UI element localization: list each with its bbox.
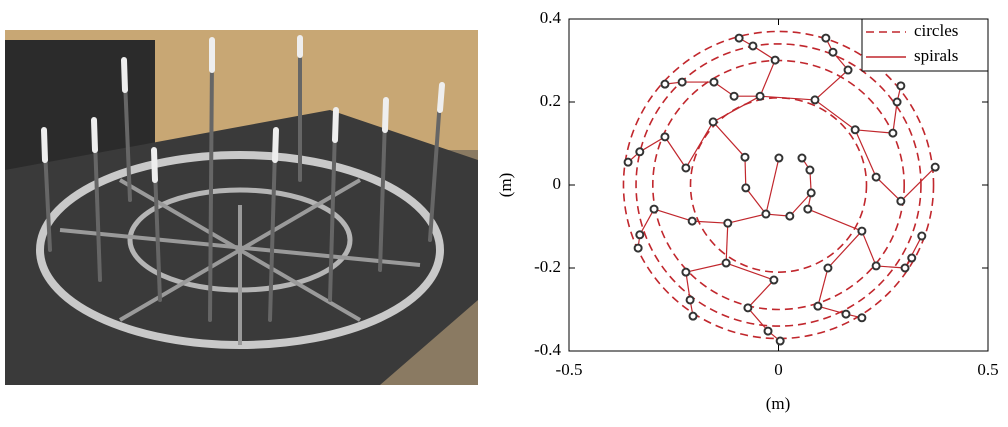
spiral-segment (893, 102, 897, 133)
spiral-segment (760, 60, 775, 96)
y-tick-label: 0.4 (540, 8, 562, 27)
sensor-point (635, 245, 642, 252)
spiral-segment (815, 70, 848, 100)
sensor-point (918, 233, 925, 240)
sensor-point (744, 304, 751, 311)
sensor-point (687, 296, 694, 303)
sensor-point (858, 314, 865, 321)
spiral-segment (726, 223, 728, 263)
legend: circles spirals (862, 19, 988, 71)
circle-ring (636, 44, 921, 326)
sensor-point (777, 338, 784, 345)
sensor-point (749, 42, 756, 49)
x-tick-label: 0 (774, 360, 783, 379)
sensor-point (873, 262, 880, 269)
sensor-point (736, 35, 743, 42)
spiral-segment (828, 231, 862, 268)
spiral-segment (815, 100, 855, 130)
x-tick-label: -0.5 (556, 360, 583, 379)
sensor-point (798, 155, 805, 162)
y-tick-label: -0.2 (534, 257, 561, 276)
sensor-point (770, 277, 777, 284)
photo (5, 30, 478, 385)
x-axis-label: (m) (766, 394, 791, 413)
y-axis-label: (m) (496, 173, 515, 198)
y-tick-label: 0.2 (540, 91, 561, 110)
sensor-point (889, 130, 896, 137)
sensor-point (762, 211, 769, 218)
sensor-point (765, 328, 772, 335)
spiral-segment (692, 221, 728, 223)
sensor-point (741, 154, 748, 161)
sensor-point (829, 49, 836, 56)
sensor-point (731, 93, 738, 100)
sensor-point (710, 118, 717, 125)
sensor-point (636, 231, 643, 238)
spiral-segment (862, 231, 876, 266)
sensor-point (636, 148, 643, 155)
spiral-segment (748, 280, 774, 308)
sensor-point (824, 265, 831, 272)
sensor-point (724, 220, 731, 227)
sensor-point (710, 79, 717, 86)
sensor-point (873, 174, 880, 181)
sensor-point (723, 260, 730, 267)
x-tick-label: 0.5 (977, 360, 998, 379)
sensor-point (806, 167, 813, 174)
sensor-point (742, 184, 749, 191)
sensor-point (908, 255, 915, 262)
sensor-point (932, 164, 939, 171)
figure: (m) (m) -0.5 0 0.5 -0.4 -0.2 0 0.2 0.4 circles sp… (0, 0, 1008, 422)
spiral-segment (748, 308, 768, 331)
spiral-segment (855, 130, 893, 133)
legend-label: circles (914, 21, 958, 40)
sensor-point (682, 269, 689, 276)
spiral-segment (746, 188, 766, 214)
spiral-segment (901, 167, 935, 201)
sensor-point (804, 206, 811, 213)
spiral-segment (728, 214, 766, 223)
spiral-segment (760, 96, 815, 100)
sensor-point (690, 313, 697, 320)
sensor-point (689, 218, 696, 225)
legend-label: spirals (914, 46, 958, 65)
spiral-segment (745, 157, 746, 188)
y-tick-label: -0.4 (534, 340, 561, 359)
spiral-segment (665, 137, 686, 168)
spiral-segment (808, 209, 862, 231)
spiral-segment (686, 122, 713, 168)
sensor-point (661, 133, 668, 140)
sensor-point (897, 82, 904, 89)
spiral-segment (713, 96, 760, 122)
sensor-point (897, 198, 904, 205)
sensor-point (808, 189, 815, 196)
sensor-point (811, 96, 818, 103)
spiral-segment (686, 263, 726, 272)
sensor-point (682, 164, 689, 171)
sensor-point (757, 93, 764, 100)
plot (623, 31, 938, 344)
sensor-point (845, 67, 852, 74)
sensor-point (902, 265, 909, 272)
sensor-point (786, 213, 793, 220)
sensor-point (858, 228, 865, 235)
sensor-point (772, 57, 779, 64)
sensor-point (894, 99, 901, 106)
spiral-segment (766, 158, 779, 214)
sensor-point (822, 35, 829, 42)
sensor-point (661, 81, 668, 88)
sensor-point (842, 311, 849, 318)
sensor-point (775, 155, 782, 162)
y-tick-label: 0 (553, 174, 562, 193)
sensor-point (679, 79, 686, 86)
sensor-point (625, 159, 632, 166)
spiral-segment (876, 177, 901, 201)
spiral-segment (713, 122, 745, 157)
sensor-point (651, 206, 658, 213)
sensor-point (814, 303, 821, 310)
sensor-point (852, 126, 859, 133)
spiral-segment (654, 209, 692, 221)
circle-ring (623, 31, 933, 338)
